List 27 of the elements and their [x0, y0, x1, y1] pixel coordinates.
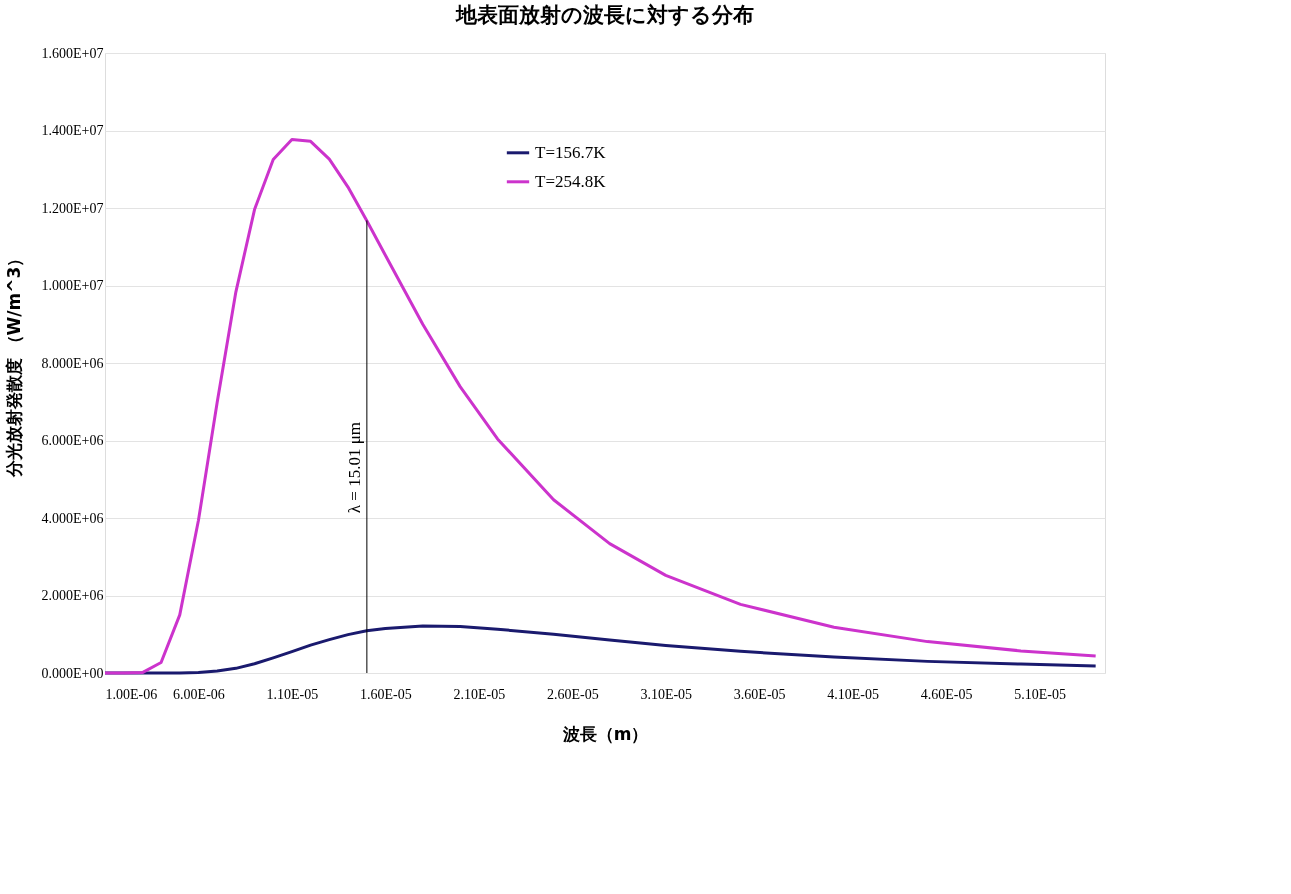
- x-tick-label: 1.00E-06: [105, 686, 158, 702]
- y-tick-label: 0.000E+00: [41, 665, 104, 681]
- chart-title: 地表面放射の波長に対する分布: [455, 3, 754, 27]
- y-tick-label: 6.000E+06: [41, 433, 104, 448]
- y-tick-label: 8.000E+06: [41, 355, 104, 371]
- x-tick-label: 3.10E-05: [640, 686, 693, 702]
- y-tick-label: 1.600E+07: [41, 45, 104, 61]
- x-tick-label: 6.00E-06: [173, 686, 225, 702]
- x-tick-label: 3.60E-05: [733, 686, 786, 702]
- x-tick-label: 2.10E-05: [453, 686, 506, 702]
- x-tick-label: 1.10E-05: [266, 686, 319, 702]
- x-axis-title: 波長（m）: [561, 723, 649, 744]
- y-tick-label: 2.000E+06: [41, 588, 104, 603]
- x-tick-label: 1.60E-05: [360, 686, 412, 702]
- annotation: λ = 15.01 μm: [344, 422, 364, 514]
- legend-label: T=156.7K: [535, 142, 607, 162]
- x-tick-label: 5.10E-05: [1014, 686, 1066, 702]
- x-tick-label: 2.60E-05: [546, 686, 599, 702]
- y-tick-label: 4.000E+06: [41, 510, 104, 526]
- y-axis-title: 分光放射発散度 （W/m^3）: [3, 249, 24, 479]
- x-tick-label: 4.60E-05: [920, 686, 973, 702]
- y-tick-label: 1.000E+07: [41, 278, 104, 293]
- x-tick-label: 4.10E-05: [827, 686, 880, 702]
- line-series: [103, 137, 1098, 675]
- y-tick-label: 1.200E+07: [41, 200, 104, 216]
- y-tick-label: 1.400E+07: [41, 123, 104, 138]
- legend-label: T=254.8K: [535, 171, 607, 191]
